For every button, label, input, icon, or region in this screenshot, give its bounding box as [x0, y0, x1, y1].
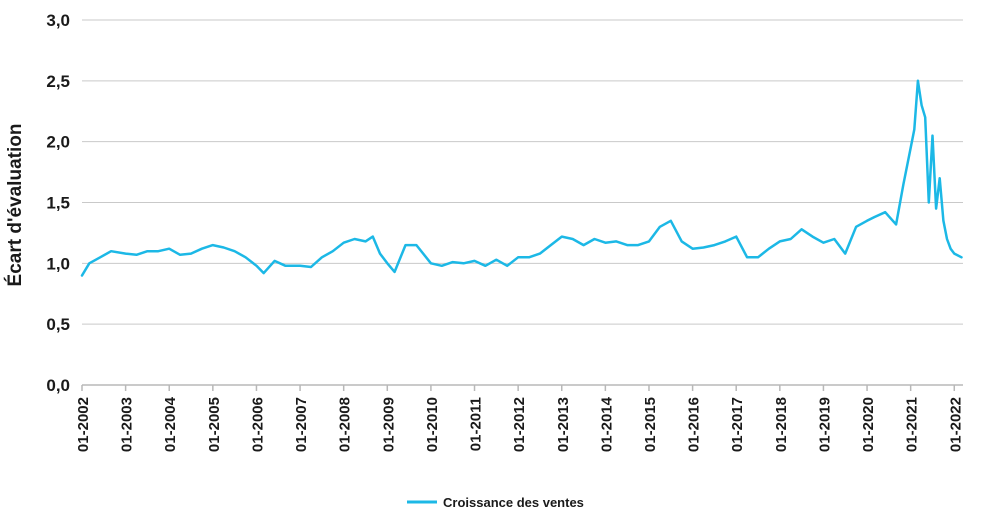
y-tick-label: 1,5	[46, 194, 70, 213]
x-tick-label: 01-2012	[511, 397, 528, 452]
x-tick-label: 01-2008	[337, 397, 354, 452]
x-tick-label: 01-2009	[380, 397, 397, 452]
series-layer	[80, 79, 963, 277]
legend-label: Croissance des ventes	[443, 495, 584, 510]
y-axis-ticks: 0,0 0,5 1,0 1,5 2,0 2,5 3,0	[46, 11, 70, 395]
x-tick-label: 01-2005	[206, 397, 223, 452]
x-tick-label: 01-2007	[293, 397, 310, 452]
y-tick-label: 3,0	[46, 11, 70, 30]
y-tick-label: 2,0	[46, 133, 70, 152]
legend: Croissance des ventes	[407, 495, 584, 510]
x-tick-label: 01-2019	[816, 397, 833, 452]
y-tick-label: 1,0	[46, 254, 70, 273]
x-tick-label: 01-2004	[162, 396, 179, 452]
x-tick-label: 01-2011	[468, 397, 485, 451]
x-axis-ticks: 01-2002 01-2003 01-2004 01-2005 01-2006 01-20…	[75, 385, 964, 452]
x-tick-label: 01-2002	[75, 397, 92, 452]
x-tick-label: 01-2014	[598, 396, 615, 452]
x-tick-label: 01-2016	[686, 397, 703, 452]
x-tick-label: 01-2010	[424, 397, 441, 452]
x-tick-label: 01-2013	[555, 397, 572, 452]
x-tick-label: 01-2017	[729, 397, 746, 452]
y-tick-label: 2,5	[46, 72, 70, 91]
series-line	[80, 79, 963, 277]
x-tick-label: 01-2021	[904, 397, 921, 452]
x-tick-label: 01-2015	[642, 397, 659, 452]
grid	[82, 19, 963, 325]
y-tick-label: 0,5	[46, 315, 70, 334]
x-tick-label: 01-2018	[773, 397, 790, 452]
y-tick-label: 0,0	[46, 376, 70, 395]
x-tick-label: 01-2006	[249, 397, 266, 452]
y-axis-title: Écart d'évaluation	[4, 124, 26, 287]
x-tick-label: 01-2022	[947, 397, 964, 452]
x-tick-label: 01-2020	[860, 397, 877, 452]
x-tick-label: 01-2003	[119, 397, 136, 452]
